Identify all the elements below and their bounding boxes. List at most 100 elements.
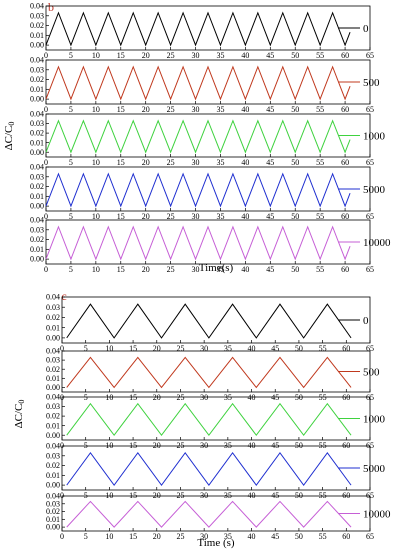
x-tick-label: 20 <box>142 51 150 60</box>
x-tick-label: 30 <box>200 344 208 353</box>
series-line-500 <box>45 65 351 101</box>
x-tick-label: 30 <box>192 158 200 167</box>
x-tick-label: 60 <box>341 105 349 114</box>
x-tick-label: 50 <box>291 212 299 221</box>
x-tick-label: 40 <box>241 212 249 221</box>
subplot-frame <box>61 445 371 491</box>
x-tick-label: 10 <box>105 441 113 450</box>
y-tick-label: 0.04 <box>30 110 44 119</box>
series-line-10000 <box>45 225 351 261</box>
x-tick-label: 45 <box>271 532 279 541</box>
y-tick-label: 0.02 <box>30 182 44 191</box>
subplot-frame <box>61 495 371 532</box>
x-tick-label: 35 <box>216 265 224 274</box>
series-line-5000 <box>45 172 351 208</box>
x-tick-label: 50 <box>291 51 299 60</box>
x-tick-label: 35 <box>224 344 232 353</box>
x-tick-label: 20 <box>142 105 150 114</box>
y-tick-label: 0.03 <box>30 11 44 20</box>
x-tick-label: 40 <box>248 491 256 500</box>
x-tick-label: 20 <box>153 344 161 353</box>
x-tick-label: 65 <box>366 158 374 167</box>
x-tick-label: 60 <box>342 441 350 450</box>
y-tick-label: 0.02 <box>46 313 60 322</box>
y-tick-label: 0.04 <box>30 2 44 11</box>
y-tick-label: 0.04 <box>46 393 60 402</box>
x-tick-label: 10 <box>105 491 113 500</box>
subplot-10000: 0.000.010.020.030.040 5 10 15 20 25 30 35 40 45 50… <box>46 492 391 541</box>
y-tick-label: 0.01 <box>30 31 44 40</box>
y-tick-label: 0.03 <box>30 119 44 128</box>
x-tick-label: 25 <box>167 265 175 274</box>
x-tick-label: 25 <box>176 491 184 500</box>
x-tick-label: 65 <box>366 441 374 450</box>
x-tick-label: 15 <box>129 491 137 500</box>
x-tick-label: 35 <box>216 105 224 114</box>
x-tick-label: 55 <box>316 105 324 114</box>
x-tick-label: 65 <box>366 265 374 274</box>
y-tick-label: 0.03 <box>46 499 60 508</box>
y-tick-label: 0.01 <box>46 471 60 480</box>
y-tick-label: 0.00 <box>30 255 44 264</box>
x-tick-label: 60 <box>341 212 349 221</box>
x-tick-label: 5 <box>69 265 73 274</box>
x-tick-label: 20 <box>142 265 150 274</box>
x-tick-label: 40 <box>248 532 256 541</box>
x-tick-label: 50 <box>295 344 303 353</box>
x-tick-label: 15 <box>117 158 125 167</box>
x-tick-label: 5 <box>69 212 73 221</box>
y-tick-label: 0.01 <box>30 192 44 201</box>
y-tick-label: 0.03 <box>46 402 60 411</box>
x-tick-label: 10 <box>92 51 100 60</box>
x-tick-label: 65 <box>366 212 374 221</box>
x-tick-label: 5 <box>69 105 73 114</box>
y-axis-label: ΔC/C0 <box>3 122 16 151</box>
x-tick-label: 20 <box>153 491 161 500</box>
x-tick-label: 10 <box>105 393 113 402</box>
x-tick-label: 0 <box>60 532 64 541</box>
y-tick-label: 0.01 <box>30 85 44 94</box>
x-tick-label: 20 <box>153 441 161 450</box>
x-tick-label: 65 <box>366 344 374 353</box>
x-axis-label: Time (s) <box>197 537 235 549</box>
x-tick-label: 40 <box>248 441 256 450</box>
y-tick-label: 0.04 <box>46 347 60 356</box>
legend-label: 10000 <box>363 237 391 249</box>
x-tick-label: 5 <box>84 491 88 500</box>
y-tick-label: 0.02 <box>46 507 60 516</box>
y-tick-label: 0.02 <box>30 21 44 30</box>
x-tick-label: 45 <box>266 212 274 221</box>
x-tick-label: 35 <box>224 441 232 450</box>
x-tick-label: 10 <box>92 105 100 114</box>
x-tick-label: 5 <box>84 344 88 353</box>
x-tick-label: 40 <box>241 158 249 167</box>
x-tick-label: 45 <box>266 105 274 114</box>
series-line-1000 <box>45 119 351 154</box>
x-tick-label: 20 <box>153 393 161 402</box>
subplot-5000: 0.000.010.020.030.040 5 10 15 20 25 30 35 40 45 50… <box>46 442 386 500</box>
x-tick-label: 20 <box>142 158 150 167</box>
x-tick-label: 25 <box>167 212 175 221</box>
x-tick-label: 0 <box>60 491 64 500</box>
x-tick-label: 35 <box>224 393 232 402</box>
y-tick-label: 0.00 <box>30 41 44 50</box>
legend-label: 5000 <box>363 463 386 475</box>
y-tick-label: 0.04 <box>46 442 60 451</box>
x-tick-label: 50 <box>295 491 303 500</box>
x-tick-label: 35 <box>216 158 224 167</box>
subplot-1000: 0.000.010.020.030.040 5 10 15 20 25 30 35 40 45 50… <box>46 393 386 450</box>
y-tick-label: 0.00 <box>30 95 44 104</box>
legend-label: 10000 <box>363 509 391 521</box>
subplot-5000: 0.000.010.020.030.040 5 10 15 20 25 30 35 40 45 50… <box>30 163 386 221</box>
x-tick-label: 10 <box>105 532 113 541</box>
y-tick-label: 0.00 <box>46 333 60 342</box>
subplot-0: 0.000.010.020.030.040 5 10 15 20 25 30 35 40 45 50… <box>46 293 374 353</box>
subplot-1000: 0.000.010.020.030.040 5 10 15 20 25 30 35 40 45 50… <box>30 110 386 167</box>
y-tick-label: 0.04 <box>46 492 60 501</box>
subplot-frame <box>61 350 371 393</box>
y-tick-label: 0.01 <box>46 515 60 524</box>
x-tick-label: 50 <box>291 158 299 167</box>
x-tick-label: 60 <box>342 393 350 402</box>
x-tick-label: 35 <box>216 212 224 221</box>
x-tick-label: 10 <box>92 265 100 274</box>
